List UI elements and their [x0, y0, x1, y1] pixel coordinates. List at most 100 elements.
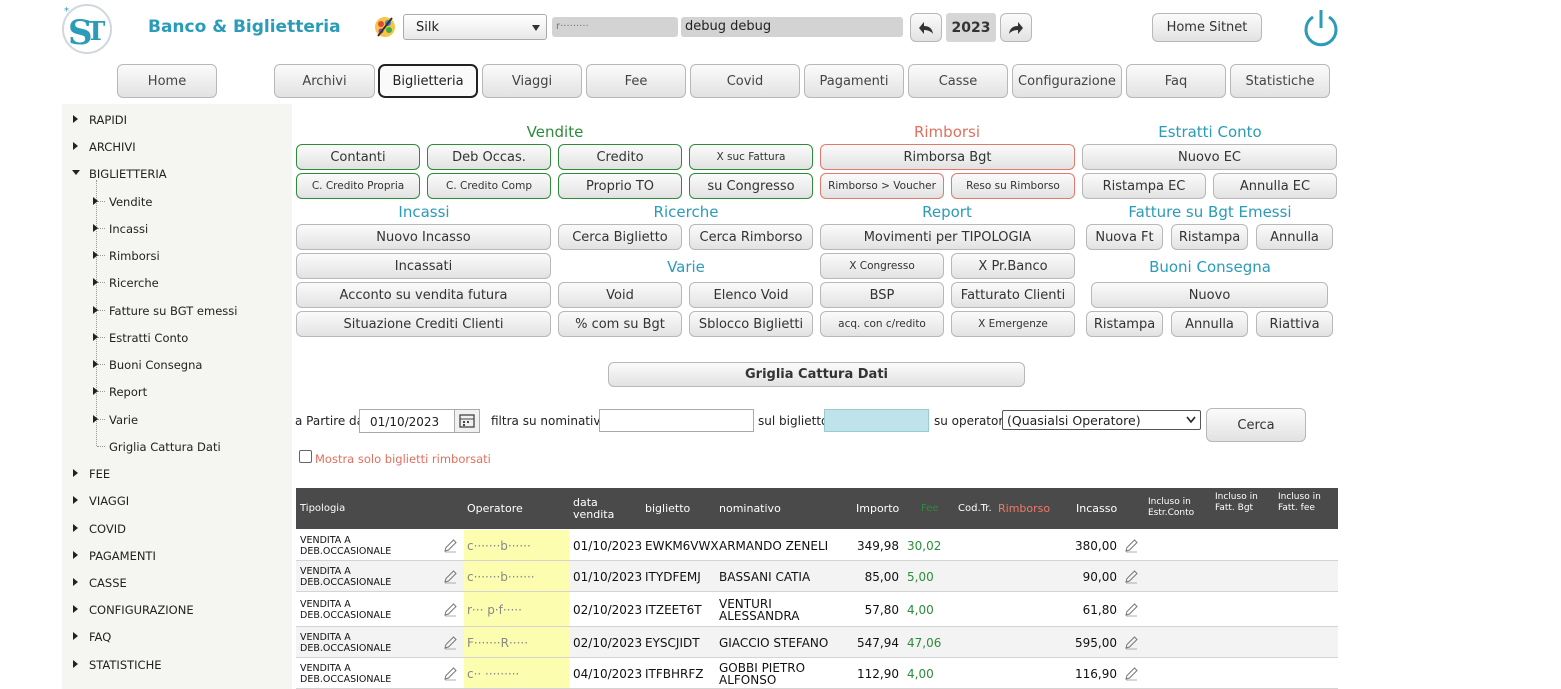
tree-toggle-varie[interactable]: [93, 415, 98, 423]
tree-toggle-incassi[interactable]: [93, 224, 98, 232]
tree-toggle-viaggi[interactable]: [73, 496, 78, 504]
tree-toggle-vendite[interactable]: [93, 197, 98, 205]
tree-item-varie[interactable]: Varie: [109, 413, 139, 427]
tree-item-buoni[interactable]: Buoni Consegna: [109, 358, 203, 372]
home-sitnet-button[interactable]: Home Sitnet: [1152, 13, 1262, 42]
tree-item-covid[interactable]: COVID: [89, 522, 126, 536]
deb-occas-button[interactable]: Deb Occas.: [427, 144, 551, 170]
power-icon[interactable]: [1302, 8, 1340, 48]
edit-operatore-pencil-icon[interactable]: [443, 666, 458, 681]
x-emergenze-button[interactable]: X Emergenze: [951, 311, 1075, 337]
fatturato-clienti-button[interactable]: Fatturato Clienti: [951, 282, 1075, 308]
tree-item-rimborsi[interactable]: Rimborsi: [109, 249, 160, 263]
griglia-cattura-button[interactable]: Griglia Cattura Dati: [608, 362, 1025, 387]
nav-statistiche[interactable]: Statistiche: [1230, 64, 1330, 98]
nav-faq[interactable]: Faq: [1126, 64, 1226, 98]
tree-item-fatture[interactable]: Fatture su BGT emessi: [109, 304, 238, 318]
nav-pagamenti[interactable]: Pagamenti: [804, 64, 904, 98]
nav-casse[interactable]: Casse: [908, 64, 1008, 98]
reso-su-rimborso-button[interactable]: Reso su Rimborso: [951, 173, 1075, 199]
edit-incasso-pencil-icon[interactable]: [1124, 538, 1139, 553]
tree-toggle-ricerche[interactable]: [93, 278, 98, 286]
void-button[interactable]: Void: [558, 282, 682, 308]
prev-year-button[interactable]: [910, 13, 942, 42]
x-suc-fattura-button[interactable]: X suc Fattura: [689, 144, 813, 170]
tree-item-estratti[interactable]: Estratti Conto: [109, 331, 189, 345]
edit-incasso-pencil-icon[interactable]: [1124, 666, 1139, 681]
tree-item-viaggi[interactable]: VIAGGI: [89, 494, 130, 508]
annulla-ft-button[interactable]: Annulla: [1256, 224, 1333, 250]
tree-item-pagamenti[interactable]: PAGAMENTI: [89, 549, 156, 563]
tree-toggle-pagamenti[interactable]: [73, 551, 78, 559]
theme-select[interactable]: Silk: [403, 14, 547, 40]
nav-biglietteria[interactable]: Biglietteria: [378, 64, 478, 98]
tree-toggle-casse[interactable]: [73, 578, 78, 586]
cerca-biglietto-button[interactable]: Cerca Biglietto: [558, 224, 682, 250]
tree-item-griglia[interactable]: Griglia Cattura Dati: [109, 440, 221, 454]
tree-toggle-buoni[interactable]: [93, 360, 98, 368]
nuovo-incasso-button[interactable]: Nuovo Incasso: [296, 224, 551, 250]
edit-incasso-pencil-icon[interactable]: [1124, 569, 1139, 584]
tree-item-faq[interactable]: FAQ: [89, 630, 112, 644]
credito-button[interactable]: Credito: [558, 144, 682, 170]
rimborso-voucher-button[interactable]: Rimborso > Voucher: [820, 173, 944, 199]
movimenti-tipologia-button[interactable]: Movimenti per TIPOLOGIA: [820, 224, 1075, 250]
rimborsa-bgt-button[interactable]: Rimborsa Bgt: [820, 144, 1075, 170]
tree-toggle-covid[interactable]: [73, 524, 78, 532]
calendar-icon[interactable]: [454, 410, 479, 432]
nav-viaggi[interactable]: Viaggi: [482, 64, 582, 98]
nominativo-input[interactable]: [599, 409, 754, 432]
edit-operatore-pencil-icon[interactable]: [443, 569, 458, 584]
operatore-select[interactable]: (Quasialsi Operatore): [1002, 410, 1201, 430]
palette-icon[interactable]: [374, 16, 396, 38]
nav-archivi[interactable]: Archivi: [274, 64, 375, 98]
tree-toggle-fatture[interactable]: [93, 306, 98, 314]
incassati-button[interactable]: Incassati: [296, 253, 551, 279]
situazione-crediti-button[interactable]: Situazione Crediti Clienti: [296, 311, 551, 337]
rimborsati-checkbox[interactable]: [299, 450, 312, 463]
c-credito-propria-button[interactable]: C. Credito Propria: [296, 173, 420, 199]
edit-operatore-pencil-icon[interactable]: [443, 635, 458, 650]
cerca-button[interactable]: Cerca: [1206, 408, 1306, 442]
tree-toggle-fee[interactable]: [73, 469, 78, 477]
acconto-button[interactable]: Acconto su vendita futura: [296, 282, 551, 308]
tree-item-fee[interactable]: FEE: [89, 467, 111, 481]
x-congresso-button[interactable]: X Congresso: [820, 253, 944, 279]
ristampa-ec-button[interactable]: Ristampa EC: [1082, 173, 1206, 199]
annulla-ec-button[interactable]: Annulla EC: [1213, 173, 1337, 199]
x-prbanco-button[interactable]: X Pr.Banco: [951, 253, 1075, 279]
c-credito-comp-button[interactable]: C. Credito Comp: [427, 173, 551, 199]
next-year-button[interactable]: [1000, 13, 1032, 42]
edit-operatore-pencil-icon[interactable]: [443, 602, 458, 617]
tree-toggle-biglietteria[interactable]: [72, 170, 80, 175]
proprio-to-button[interactable]: Proprio TO: [558, 173, 682, 199]
edit-incasso-pencil-icon[interactable]: [1124, 602, 1139, 617]
tree-item-casse[interactable]: CASSE: [89, 576, 127, 590]
nuovo-buono-button[interactable]: Nuovo: [1091, 282, 1328, 308]
edit-operatore-pencil-icon[interactable]: [443, 538, 458, 553]
nav-configurazione[interactable]: Configurazione: [1012, 64, 1122, 98]
su-congresso-button[interactable]: su Congresso: [689, 173, 813, 199]
tree-item-incassi[interactable]: Incassi: [109, 222, 149, 236]
tree-toggle-configurazione[interactable]: [73, 605, 78, 613]
contanti-button[interactable]: Contanti: [296, 144, 420, 170]
sblocco-biglietti-button[interactable]: Sblocco Biglietti: [689, 311, 813, 337]
com-su-bgt-button[interactable]: % com su Bgt: [558, 311, 682, 337]
tree-item-archivi[interactable]: ARCHIVI: [89, 140, 136, 154]
nuova-ft-button[interactable]: Nuova Ft: [1086, 224, 1163, 250]
tree-item-biglietteria[interactable]: BIGLIETTERIA: [89, 167, 167, 181]
tree-toggle-statistiche[interactable]: [73, 660, 78, 668]
acq-credito-button[interactable]: acq. con c/redito: [820, 311, 944, 337]
annulla-buono-button[interactable]: Annulla: [1171, 311, 1248, 337]
tree-item-ricerche[interactable]: Ricerche: [109, 276, 159, 290]
tree-item-rapidi[interactable]: RAPIDI: [89, 113, 127, 127]
nav-covid[interactable]: Covid: [690, 64, 800, 98]
nav-home[interactable]: Home: [117, 64, 217, 98]
edit-incasso-pencil-icon[interactable]: [1124, 635, 1139, 650]
ristampa-ft-button[interactable]: Ristampa: [1171, 224, 1248, 250]
tree-item-vendite[interactable]: Vendite: [109, 195, 153, 209]
tree-toggle-rapidi[interactable]: [73, 115, 78, 123]
tree-toggle-rimborsi[interactable]: [93, 251, 98, 259]
tree-toggle-archivi[interactable]: [73, 142, 78, 150]
ristampa-buono-button[interactable]: Ristampa: [1086, 311, 1163, 337]
